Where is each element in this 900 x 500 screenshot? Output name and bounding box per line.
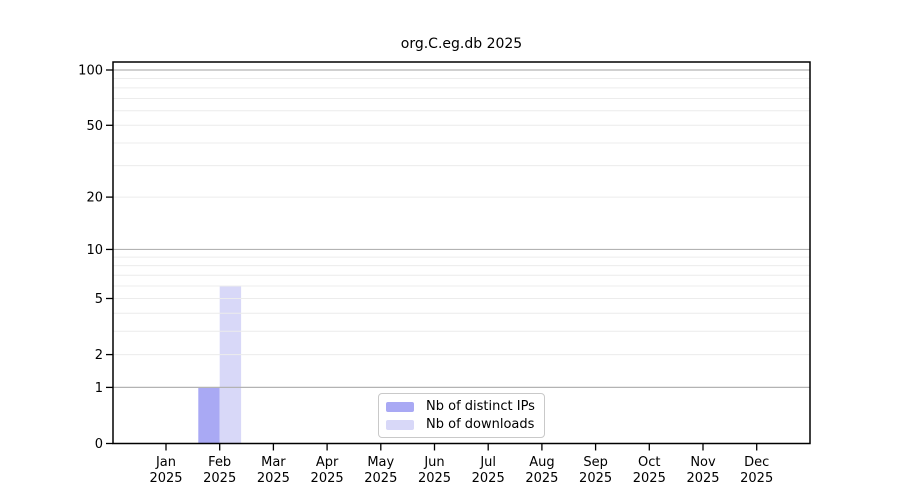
legend-item-distinct-ips: Nb of distinct IPs (386, 399, 535, 414)
y-tick-label: 100 (78, 64, 103, 79)
x-tick-label-month: Oct (638, 455, 660, 470)
x-tick-label-year: 2025 (579, 471, 612, 486)
x-tick-label-year: 2025 (311, 471, 344, 486)
plot-border (112, 61, 811, 445)
y-tick-label: 10 (86, 243, 103, 258)
legend-label-downloads: Nb of downloads (426, 417, 535, 432)
x-tick-label-month: Jan (155, 455, 176, 470)
x-tick-label-month: Feb (208, 455, 231, 470)
x-tick-label-month: May (367, 455, 394, 470)
x-tick-label-year: 2025 (418, 471, 451, 486)
x-tick-label-month: Sep (583, 455, 608, 470)
y-tick-label: 1 (95, 381, 103, 396)
x-tick-label-year: 2025 (525, 471, 558, 486)
chart-title: org.C.eg.db 2025 (400, 36, 523, 52)
x-tick-label-year: 2025 (686, 471, 719, 486)
legend-swatch-distinct-ips (386, 401, 414, 412)
x-tick-label-year: 2025 (149, 471, 182, 486)
x-tick-label-month: Jul (479, 455, 496, 470)
x-tick-label-month: Dec (744, 455, 769, 470)
bar-feb-downloads (219, 286, 242, 444)
legend-swatch-downloads (386, 419, 414, 430)
bar-feb-distinct-ips (198, 387, 220, 444)
x-tick-label-month: Nov (690, 455, 716, 470)
y-tick-label: 5 (95, 292, 103, 307)
x-tick-label-year: 2025 (740, 471, 773, 486)
legend-item-downloads: Nb of downloads (386, 417, 535, 432)
legend-label-distinct-ips: Nb of distinct IPs (426, 399, 535, 414)
y-tick-label: 20 (86, 191, 103, 206)
x-tick-label-year: 2025 (633, 471, 666, 486)
x-tick-label-year: 2025 (257, 471, 290, 486)
x-tick-label-month: Apr (316, 455, 339, 470)
x-tick-label-month: Aug (529, 455, 554, 470)
y-tick-label: 50 (86, 119, 103, 134)
x-tick-label-month: Jun (423, 455, 444, 470)
legend: Nb of distinct IPs Nb of downloads (378, 393, 545, 438)
y-tick-label: 2 (95, 348, 103, 363)
y-tick-label: 0 (95, 437, 103, 452)
x-tick-label-year: 2025 (203, 471, 236, 486)
x-tick-label-month: Mar (261, 455, 286, 470)
x-tick-label-year: 2025 (364, 471, 397, 486)
x-tick-label-year: 2025 (472, 471, 505, 486)
